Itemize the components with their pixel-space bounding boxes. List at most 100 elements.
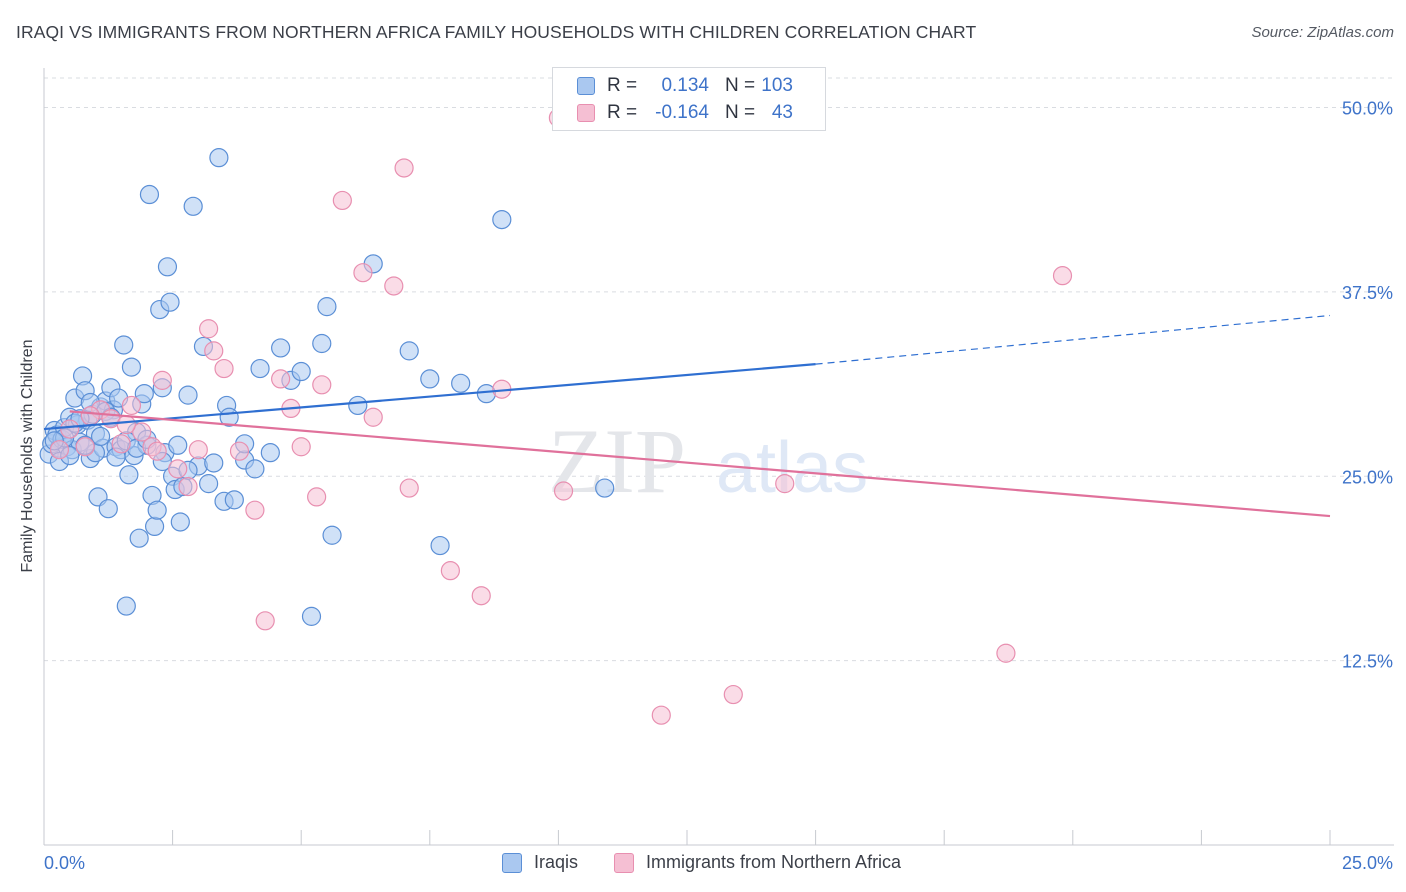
iraqis-point — [451, 373, 471, 393]
iraqis-point — [224, 490, 244, 510]
nafrica-point — [399, 478, 419, 498]
iraqis-point — [178, 385, 198, 405]
iraqis-point — [250, 358, 270, 379]
iraqis-point — [317, 297, 337, 317]
nafrica-trend-line — [69, 410, 1331, 518]
iraqis-point — [121, 357, 142, 377]
iraqis-point — [199, 474, 219, 494]
iraqis-point — [144, 516, 165, 537]
iraqis-point — [116, 596, 136, 616]
nafrica-point — [255, 611, 275, 631]
nafrica-point — [229, 441, 250, 461]
nafrica-point — [49, 440, 70, 460]
y-tick-label: 50.0% — [1342, 99, 1393, 119]
iraqis-point — [271, 338, 291, 358]
iraqis-point — [348, 395, 368, 416]
iraqis-point — [312, 333, 332, 354]
y-tick-label: 12.5% — [1342, 652, 1393, 672]
iraqis-point — [170, 512, 190, 532]
nafrica-point — [384, 276, 404, 296]
nafrica-legend-swatch — [614, 852, 634, 873]
nafrica-point — [471, 586, 491, 606]
nafrica-point — [996, 643, 1016, 663]
nafrica-point — [553, 481, 574, 501]
iraqis-point — [301, 606, 322, 626]
iraqis-point — [260, 443, 280, 463]
n-label: N = — [725, 75, 756, 96]
iraqis-point — [204, 453, 224, 473]
nafrica-point — [1052, 266, 1073, 286]
nafrica-point — [312, 375, 332, 395]
iraqis-point — [183, 196, 203, 216]
trend-layer — [43, 314, 1331, 518]
nafrica-point — [723, 684, 743, 705]
nafrica-point — [394, 158, 414, 178]
iraqis-point — [90, 426, 111, 447]
nafrica-point — [271, 369, 291, 389]
n-value: 43 — [771, 102, 793, 123]
x-tick-label: 25.0% — [1342, 853, 1393, 873]
stats-legend: R = 0.134 N = 103 R = -0.164 N = 43 — [552, 67, 826, 131]
legend-item-iraqis[interactable]: Iraqis — [502, 852, 578, 873]
r-label: R = — [607, 102, 638, 123]
nafrica-point — [178, 476, 198, 497]
grid-layer — [44, 77, 1394, 662]
n-label: N = — [725, 102, 756, 123]
source-label: Source: ZipAtlas.com — [1251, 24, 1394, 41]
nafrica-point — [291, 437, 311, 457]
iraqis-point — [291, 361, 311, 382]
iraqis-point — [245, 459, 265, 479]
n-value: 103 — [761, 75, 793, 96]
iraqis-point — [595, 478, 615, 498]
nafrica-point — [307, 487, 327, 507]
iraqis-point — [160, 292, 180, 312]
iraqis-trend-extension — [815, 314, 1331, 365]
r-label: R = — [607, 75, 638, 96]
iraqis-legend-swatch — [502, 852, 522, 873]
nafrica-point — [132, 422, 152, 442]
y-tick-label: 25.0% — [1342, 467, 1393, 487]
iraqis-point — [430, 535, 450, 556]
legend-label-nafrica: Immigrants from Northern Africa — [646, 852, 902, 872]
nafrica-point — [332, 190, 352, 211]
nafrica-point — [116, 415, 136, 435]
legend-label-iraqis: Iraqis — [534, 852, 579, 872]
tick-labels: 12.5% 25.0% 37.5% 50.0% 0.0% 25.0% — [44, 99, 1393, 874]
r-value: 0.134 — [661, 75, 709, 96]
nafrica-point — [775, 474, 795, 494]
nafrica-point — [440, 561, 460, 581]
iraqis-point — [209, 148, 229, 168]
nafrica-point — [214, 358, 234, 379]
nafrica-point — [204, 341, 224, 361]
iraqis-point — [139, 184, 160, 205]
nafrica-point — [147, 441, 167, 461]
nafrica-point — [80, 406, 100, 426]
legend-item-nafrica[interactable]: Immigrants from Northern Africa — [614, 852, 901, 873]
nafrica-point — [199, 319, 219, 339]
chart-title: IRAQI VS IMMIGRANTS FROM NORTHERN AFRICA… — [16, 22, 977, 42]
watermark: ZIP atlas — [548, 410, 868, 512]
r-value: -0.164 — [655, 102, 709, 123]
nafrica-point — [60, 419, 80, 439]
iraqis-trend-line — [43, 363, 816, 431]
nafrica-swatch — [577, 104, 595, 122]
x-tick-label: 0.0% — [44, 853, 85, 873]
nafrica-point — [75, 437, 95, 457]
nafrica-point — [353, 263, 373, 283]
iraqis-point — [168, 435, 188, 455]
iraqis-point — [119, 465, 139, 485]
nafrica-point — [363, 407, 383, 427]
iraqis-point — [129, 528, 149, 548]
nafrica-point — [111, 434, 131, 454]
iraqis-point — [157, 257, 178, 277]
nafrica-point — [651, 705, 671, 725]
iraqis-point — [134, 384, 154, 404]
nafrica-point — [188, 440, 208, 460]
iraqis-point — [492, 210, 512, 230]
stats-legend-row-iraqis: R = 0.134 N = 103 — [577, 73, 793, 99]
iraqis-point — [114, 335, 134, 355]
stats-legend-row-nafrica: R = -0.164 N = 43 — [577, 100, 793, 126]
iraqis-point — [147, 500, 167, 520]
iraqis-point — [399, 341, 419, 361]
